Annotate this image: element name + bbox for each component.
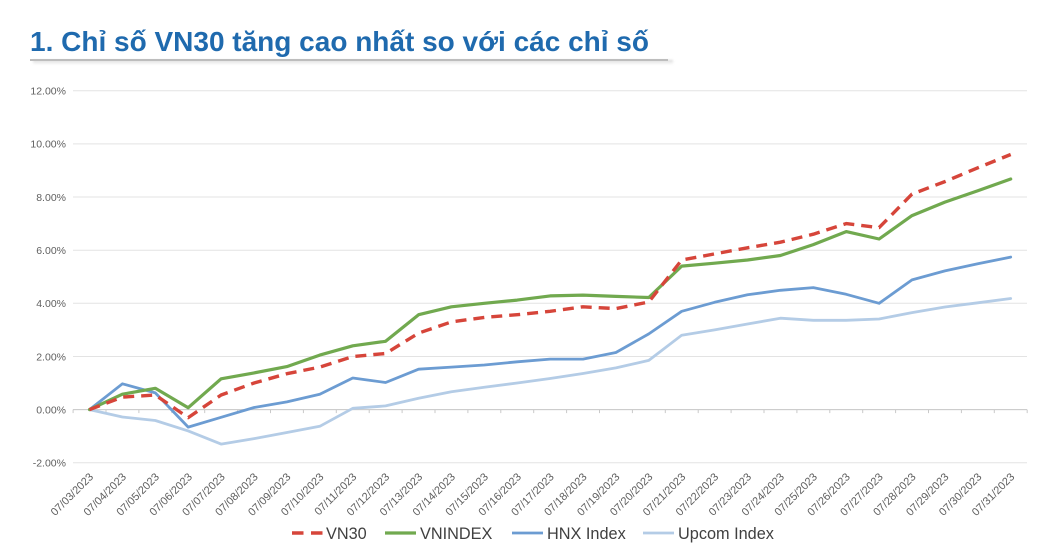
svg-text:-2.00%: -2.00% bbox=[33, 458, 66, 470]
svg-text:4.00%: 4.00% bbox=[36, 298, 66, 310]
svg-text:10.00%: 10.00% bbox=[30, 139, 66, 151]
svg-text:VN30: VN30 bbox=[326, 525, 367, 543]
svg-text:8.00%: 8.00% bbox=[36, 192, 66, 204]
svg-text:2.00%: 2.00% bbox=[36, 351, 66, 363]
svg-text:6.00%: 6.00% bbox=[36, 245, 66, 257]
svg-text:12.00%: 12.00% bbox=[30, 86, 66, 98]
svg-text:HNX Index: HNX Index bbox=[547, 525, 626, 543]
svg-text:Upcom Index: Upcom Index bbox=[678, 525, 774, 543]
svg-text:VNINDEX: VNINDEX bbox=[420, 525, 493, 543]
svg-text:0.00%: 0.00% bbox=[36, 404, 66, 416]
